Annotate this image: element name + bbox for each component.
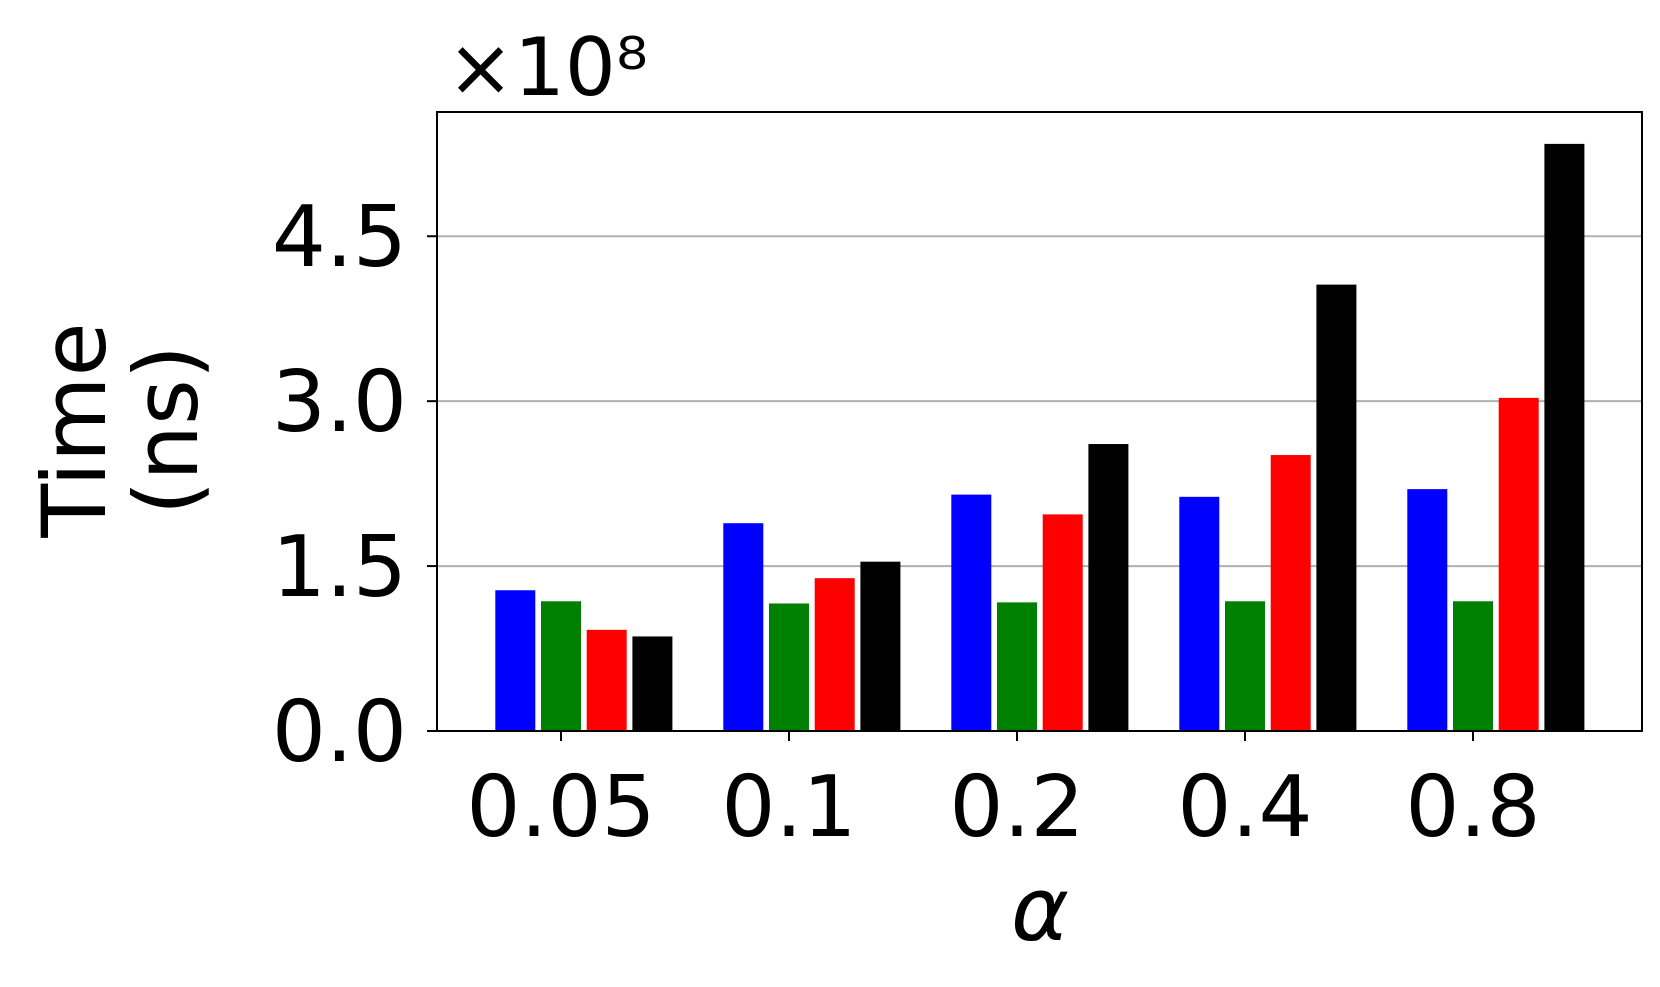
bar (860, 561, 901, 731)
bar (1316, 284, 1357, 731)
y-axis-label-line: (ns) (115, 345, 218, 515)
bar (632, 636, 673, 731)
bar (1270, 455, 1311, 731)
y-tick-label: 3.0 (272, 353, 407, 452)
bar (1225, 601, 1265, 731)
plot-frame (436, 111, 1643, 732)
x-tick-label: 0.4 (1177, 758, 1312, 857)
bar (1544, 143, 1585, 732)
bar (997, 602, 1037, 731)
bar (1453, 601, 1493, 731)
y-axis-label-line: Time (23, 322, 126, 538)
bar (1407, 489, 1448, 731)
bar (541, 601, 581, 731)
bar (1179, 496, 1220, 731)
bar (1088, 444, 1129, 731)
bar (1498, 397, 1539, 731)
x-axis-label: α (1011, 858, 1069, 961)
y-tick-label: 4.5 (272, 188, 407, 287)
bar (495, 590, 536, 731)
x-tick-label: 0.8 (1405, 758, 1540, 857)
bar (814, 578, 855, 731)
offset-text: ×10⁸ (447, 21, 648, 114)
y-tick-label: 0.0 (272, 683, 407, 782)
bar (1042, 514, 1083, 731)
bar (723, 523, 764, 731)
x-tick-label: 0.05 (466, 758, 655, 857)
x-tick-label: 0.1 (721, 758, 856, 857)
y-axis-label: Time (ns) (23, 322, 218, 538)
bar (769, 603, 809, 731)
y-tick-label: 1.5 (272, 518, 407, 617)
bar (951, 494, 992, 731)
x-tick-label: 0.2 (949, 758, 1084, 857)
bar (586, 629, 627, 731)
